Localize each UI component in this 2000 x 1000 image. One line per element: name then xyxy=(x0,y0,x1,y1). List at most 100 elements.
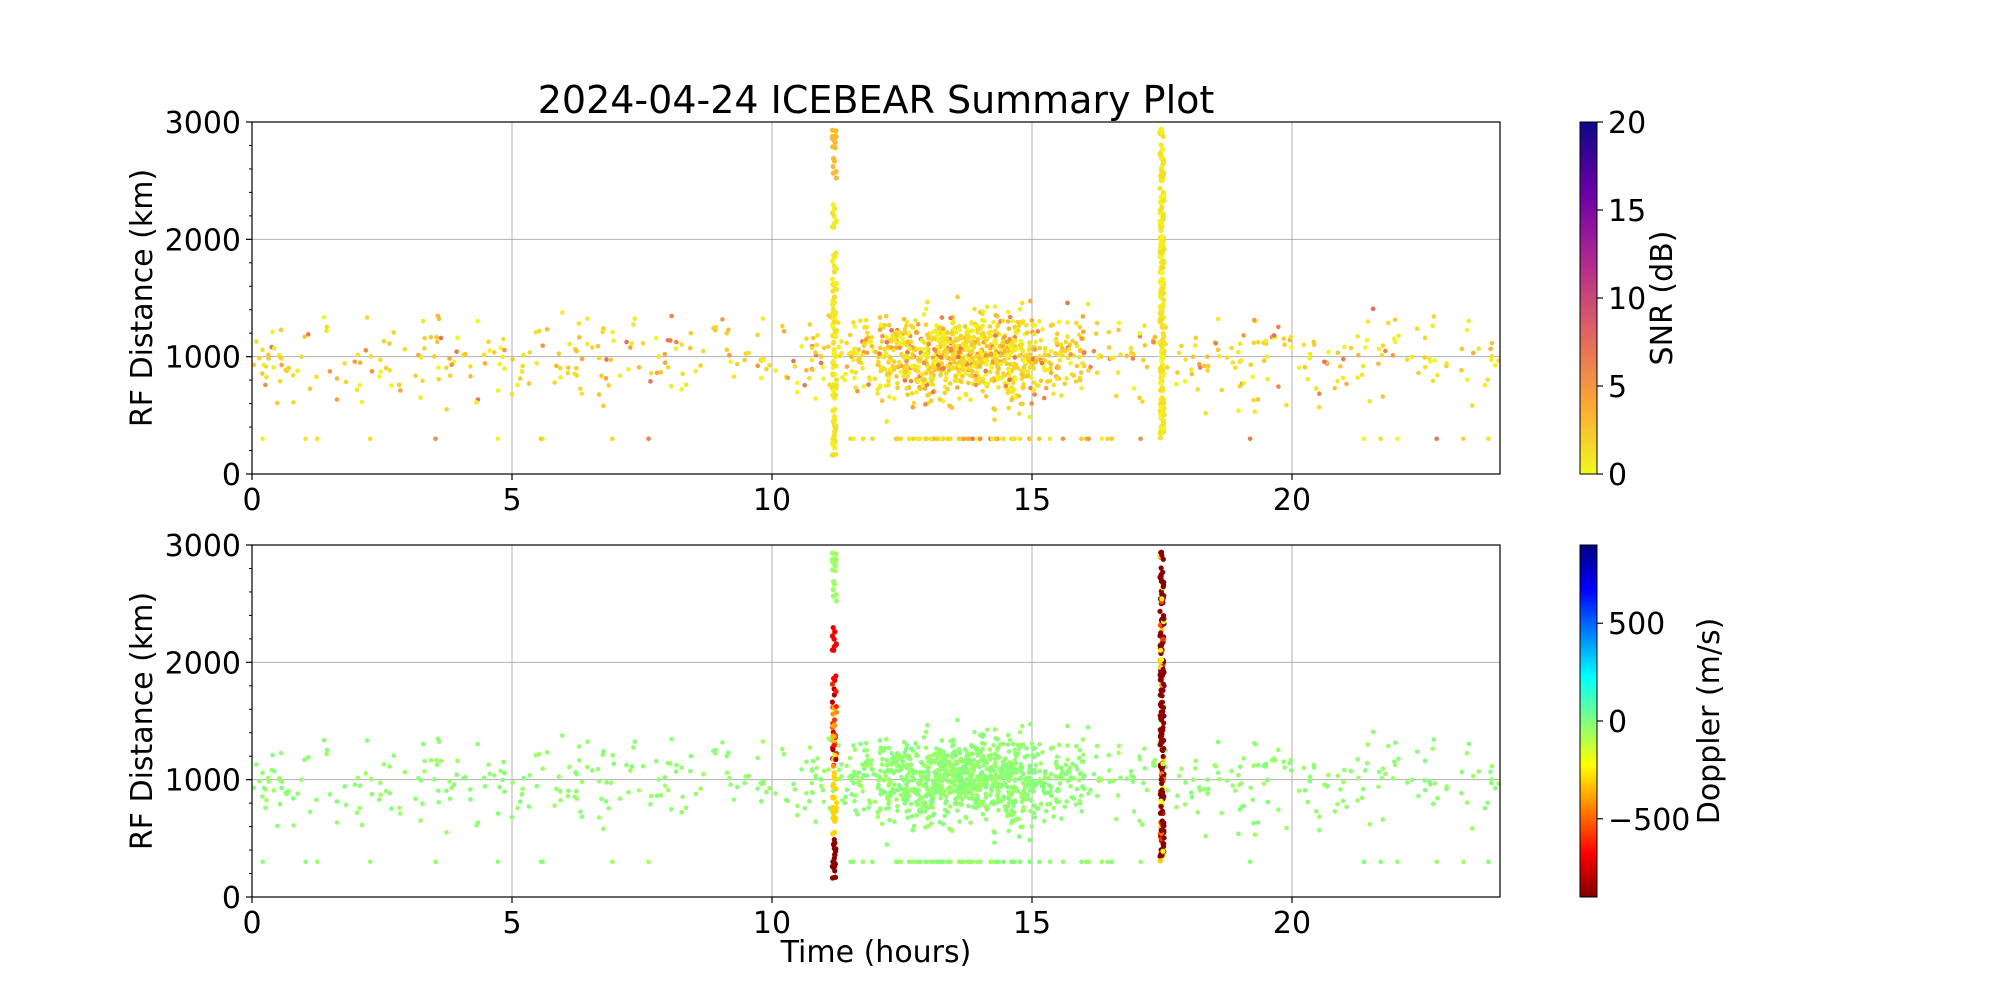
snr-point xyxy=(884,419,890,424)
doppler-point xyxy=(908,801,914,807)
snr-band-point xyxy=(1160,290,1166,297)
doppler-point xyxy=(1376,769,1382,775)
doppler-point xyxy=(364,738,370,743)
doppler-point xyxy=(1344,804,1349,810)
doppler-point xyxy=(1230,783,1235,788)
snr-point xyxy=(1241,380,1247,386)
doppler-point xyxy=(928,793,934,799)
snr-point xyxy=(891,359,897,364)
doppler-point xyxy=(263,805,268,811)
snr-point xyxy=(1175,370,1180,375)
snr-point xyxy=(1261,358,1267,364)
doppler-point xyxy=(1086,791,1091,796)
snr-band-point xyxy=(833,363,839,369)
doppler-point xyxy=(939,738,945,743)
doppler-point xyxy=(995,747,1000,752)
doppler-point xyxy=(1037,768,1043,774)
doppler-point xyxy=(536,751,542,757)
snr-point xyxy=(821,345,827,351)
doppler-point xyxy=(818,777,824,782)
snr-point xyxy=(252,362,257,368)
doppler-point xyxy=(1335,773,1341,779)
snr-point xyxy=(299,354,304,359)
snr-point xyxy=(978,335,983,341)
snr-band-point xyxy=(833,382,839,388)
snr-band-point xyxy=(1158,234,1165,240)
snr-point xyxy=(1026,347,1032,352)
snr-point xyxy=(901,354,907,360)
snr-point xyxy=(840,375,845,380)
doppler-point xyxy=(945,809,950,815)
snr-point xyxy=(940,326,946,332)
doppler-point xyxy=(851,780,856,786)
doppler-point xyxy=(951,783,957,788)
snr-point xyxy=(396,382,402,388)
doppler-point xyxy=(576,758,582,763)
doppler-point xyxy=(1282,765,1287,771)
snr-point xyxy=(957,349,962,355)
snr-point xyxy=(1005,309,1011,315)
doppler-point xyxy=(305,755,311,760)
snr-point xyxy=(984,304,990,310)
doppler-point xyxy=(1461,859,1466,865)
doppler-point xyxy=(1261,781,1267,787)
snr-point xyxy=(1085,301,1091,307)
snr-point xyxy=(781,329,787,334)
snr-point xyxy=(979,331,985,337)
snr-band-point xyxy=(1158,353,1164,360)
doppler-point xyxy=(953,772,958,778)
doppler-point xyxy=(803,790,809,796)
doppler-band-point xyxy=(830,781,837,787)
doppler-point xyxy=(1048,771,1054,777)
snr-band-point xyxy=(1159,429,1165,436)
snr-point xyxy=(1081,329,1086,335)
doppler-band-point xyxy=(1157,608,1163,614)
snr-point xyxy=(1488,346,1493,352)
snr-point xyxy=(1342,344,1347,350)
snr-point xyxy=(491,350,497,355)
snr-point xyxy=(1080,314,1086,319)
snr-band-point xyxy=(829,127,836,133)
snr-point xyxy=(579,356,585,362)
doppler-point xyxy=(559,733,565,738)
snr-point xyxy=(1007,314,1013,320)
snr-point xyxy=(324,328,329,334)
snr-point xyxy=(991,319,996,325)
snr-point xyxy=(509,391,515,397)
doppler-point xyxy=(585,739,590,745)
doppler-point xyxy=(474,823,479,828)
snr-point xyxy=(916,369,921,374)
snr-point xyxy=(610,329,615,335)
doppler-point xyxy=(1265,799,1271,805)
snr-point xyxy=(1005,348,1011,354)
snr-point xyxy=(910,436,916,442)
snr-point xyxy=(897,340,903,346)
doppler-point xyxy=(589,768,595,773)
doppler-point xyxy=(256,778,262,784)
doppler-point xyxy=(882,769,887,775)
doppler-point xyxy=(847,755,853,761)
snr-point xyxy=(1010,318,1016,324)
snr-point xyxy=(1430,378,1436,384)
doppler-point xyxy=(910,827,916,833)
doppler-point xyxy=(1048,746,1054,751)
doppler-point xyxy=(1137,818,1142,824)
doppler-point xyxy=(1385,743,1391,749)
doppler-point xyxy=(1237,764,1243,770)
snr-point xyxy=(487,348,493,353)
snr-point xyxy=(1435,372,1440,378)
doppler-point xyxy=(1137,754,1142,759)
doppler-point xyxy=(1216,776,1222,782)
doppler-point xyxy=(889,751,894,756)
doppler-point xyxy=(656,777,661,782)
snr-point xyxy=(1062,348,1068,354)
snr-point xyxy=(260,436,265,442)
doppler-point xyxy=(610,752,615,758)
snr-point xyxy=(877,345,883,351)
doppler-point xyxy=(992,840,997,845)
doppler-point xyxy=(327,792,333,797)
doppler-point xyxy=(604,780,609,785)
snr-point xyxy=(826,344,831,349)
